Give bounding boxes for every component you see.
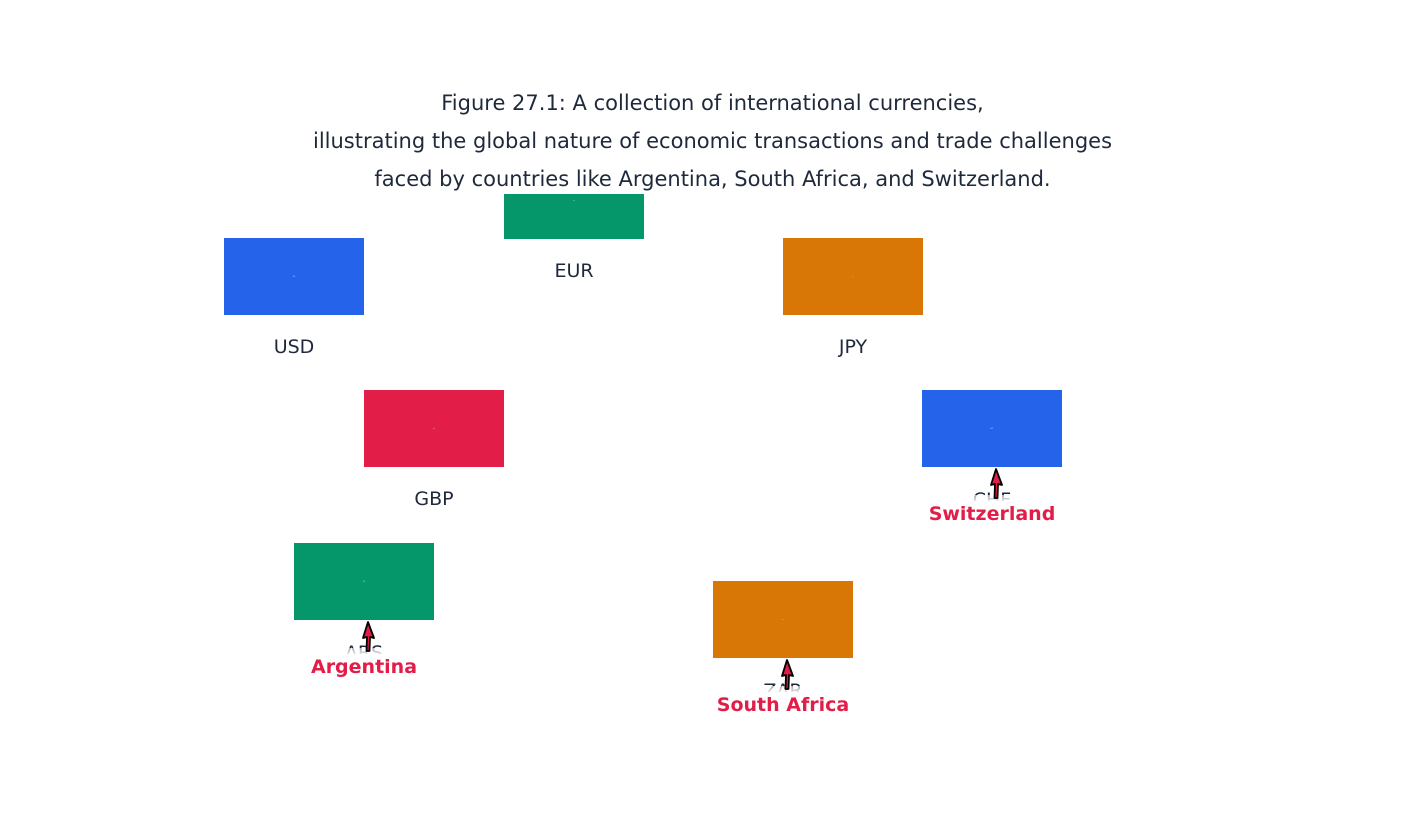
- banknote-jpy: ¥1: [783, 238, 923, 315]
- banknote-ars: $1: [294, 543, 434, 620]
- banknote-value: Fr1: [990, 427, 994, 430]
- caption-line: faced by countries like Argentina, South…: [374, 167, 1051, 191]
- currency-code-chf: CHF: [922, 489, 1062, 501]
- banknote-usd: $1: [224, 238, 364, 315]
- country-label-south-africa: South Africa: [716, 694, 850, 716]
- country-label-switzerland: Switzerland: [928, 503, 1056, 525]
- cursor-arrow-icon: [362, 621, 375, 652]
- caption-line: Figure 27.1: A collection of internation…: [441, 91, 984, 115]
- banknote-chf: Fr1: [922, 390, 1062, 467]
- cursor-arrow-icon: [990, 468, 1003, 499]
- banknote-value: ¥1: [851, 275, 855, 278]
- banknote-gbp: £1: [364, 390, 504, 467]
- currency-code-gbp: GBP: [414, 488, 454, 510]
- caption-line: illustrating the global nature of econom…: [312, 129, 1113, 153]
- caption-background: [0, 0, 1425, 194]
- currency-code-usd: USD: [273, 336, 315, 358]
- banknote-value: $1: [362, 580, 366, 583]
- figure-caption: Figure 27.1: A collection of internation…: [0, 84, 1425, 198]
- currency-code-jpy: JPY: [838, 336, 868, 358]
- currency-code-zar: ZAR: [713, 680, 853, 692]
- currency-code-ars: ARS: [294, 642, 434, 654]
- banknote-value: $1: [292, 275, 296, 278]
- banknote-value: £1: [432, 427, 436, 430]
- banknote-value: €1: [572, 199, 576, 202]
- cursor-arrow-icon: [781, 659, 794, 690]
- banknote-value: R1: [781, 618, 785, 621]
- banknote-zar: R1: [713, 581, 853, 658]
- currency-code-eur: EUR: [554, 260, 594, 282]
- country-label-argentina: Argentina: [310, 656, 418, 678]
